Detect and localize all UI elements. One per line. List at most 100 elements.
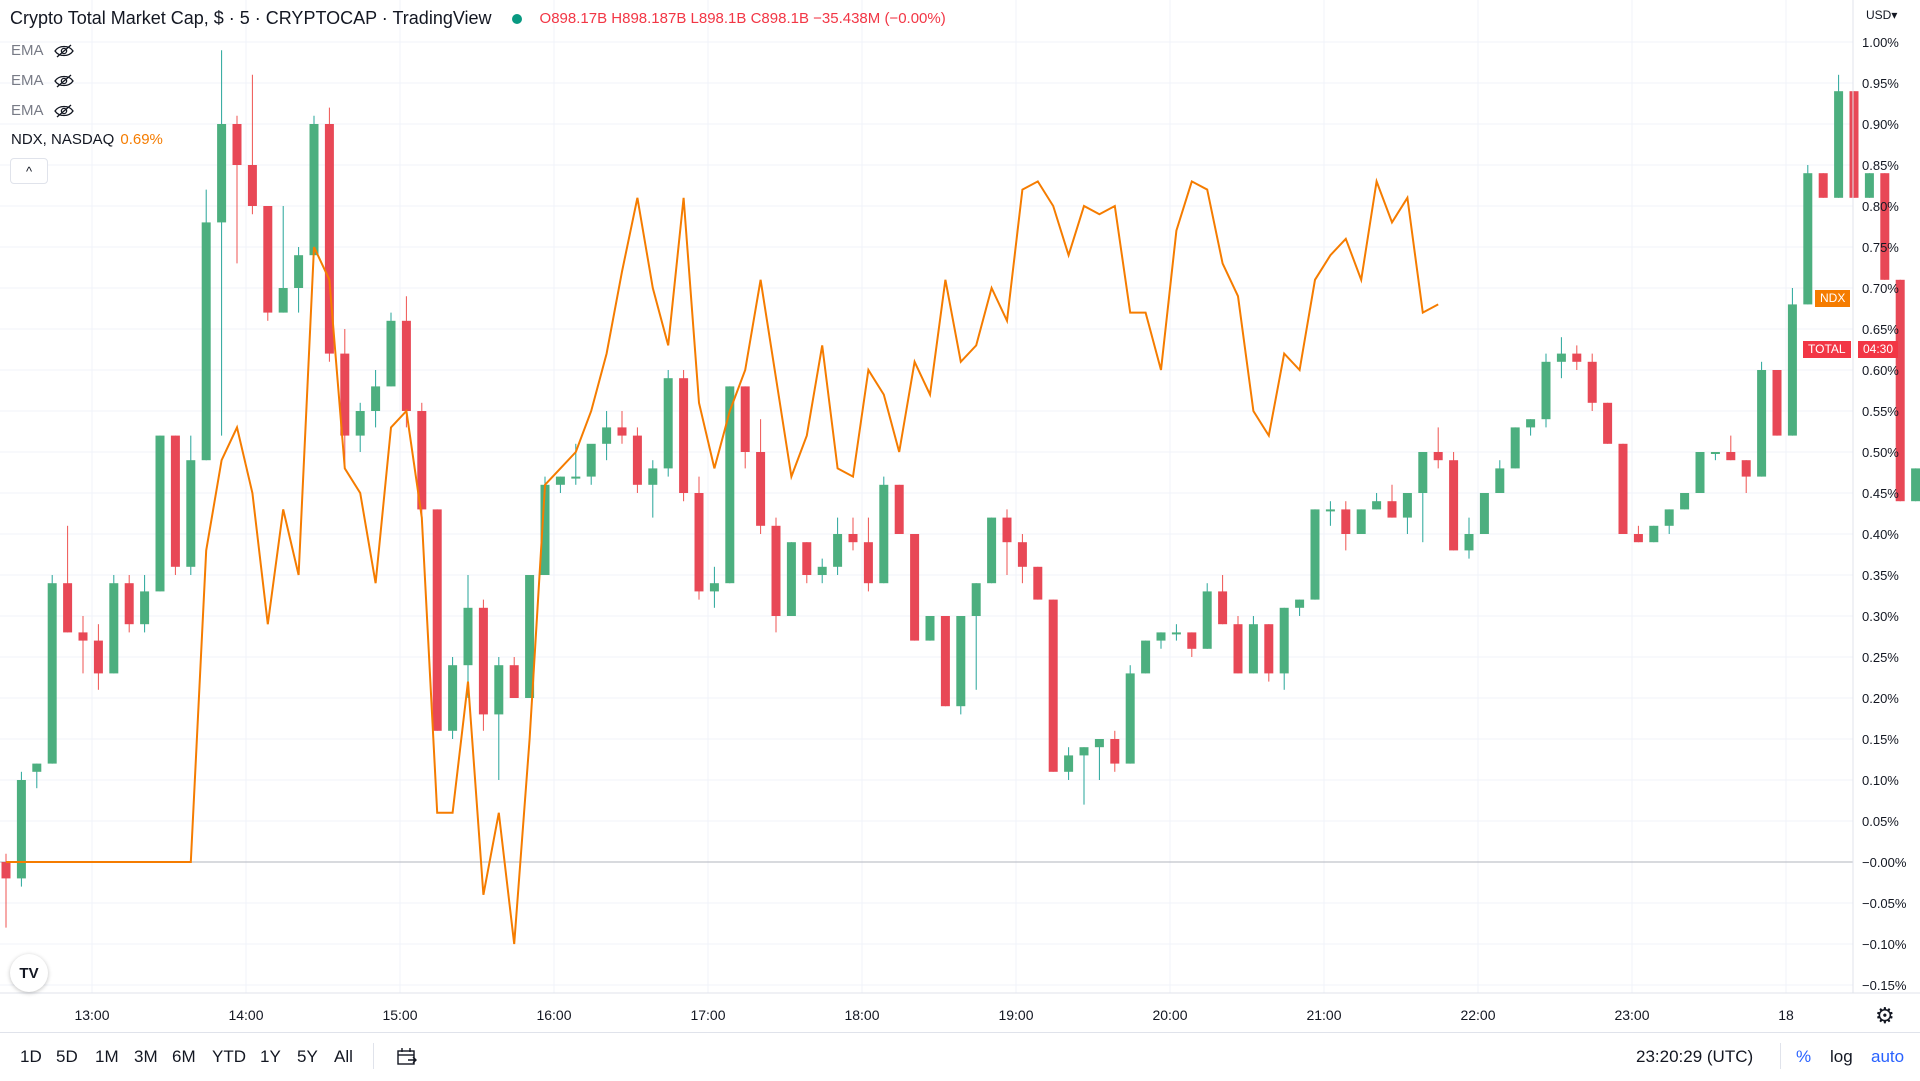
ema-label: EMA [11,72,44,89]
candle-body [140,591,149,624]
candle-up [1911,468,1920,501]
candle-body [879,485,888,583]
settings-gear-icon[interactable]: ⚙ [1875,1003,1895,1029]
candle-up [1372,493,1381,509]
time-tick-label: 19:00 [998,1007,1033,1023]
candle-body [972,583,981,616]
eye-hidden-icon[interactable] [54,104,74,118]
candle-down [1187,632,1196,657]
candle-body [1018,542,1027,567]
candle-down [1726,436,1735,461]
timeframe-1d[interactable]: 1D [20,1047,42,1067]
candle-up [1665,509,1674,534]
candle-body [1880,173,1889,280]
timeframe-all[interactable]: All [334,1047,353,1067]
candle-down [263,206,272,321]
calendar-range-icon[interactable] [396,1047,418,1067]
price-tick-label: 0.25% [1862,650,1899,665]
candle-up [1403,493,1412,534]
price-tick-label: 0.70% [1862,281,1899,296]
candle-body [1495,468,1504,493]
candle-up [787,542,796,616]
candle-up [140,575,149,632]
candle-down [1033,567,1042,600]
candle-down [1773,370,1782,436]
candle-down [1003,509,1012,575]
candle-body [1850,91,1859,198]
compare-symbol: NDX, NASDAQ [11,131,114,148]
percent-scale-toggle[interactable]: % [1796,1047,1811,1067]
candle-down [633,427,642,493]
candle-body [679,378,688,493]
candle-down [340,329,349,468]
candle-body [1680,493,1689,509]
candle-up [1095,739,1104,780]
candle-body [479,608,488,715]
candle-body [433,509,442,730]
symbol-title[interactable]: Crypto Total Market Cap, $ · 5 · CRYPTOC… [10,8,492,29]
timeframe-1y[interactable]: 1Y [260,1047,281,1067]
timeframe-ytd[interactable]: YTD [212,1047,246,1067]
candle-up [1511,427,1520,468]
open-label: O [540,10,552,27]
candle-down [695,477,704,600]
timeframe-6m[interactable]: 6M [172,1047,196,1067]
candle-body [171,436,180,567]
candle-up [1157,632,1166,648]
currency-label[interactable]: USD▾ [1866,8,1897,22]
tradingview-logo[interactable]: TV [10,954,48,992]
candle-up [1480,493,1489,534]
price-tick-label: 0.80% [1862,199,1899,214]
eye-hidden-icon[interactable] [54,74,74,88]
candle-down [1264,624,1273,681]
candle-down [802,542,811,583]
price-tick-label: 0.85% [1862,158,1899,173]
candle-body [63,583,72,632]
candle-body [1311,509,1320,599]
collapse-legend-button[interactable]: ^ [10,158,48,184]
candle-up [1249,616,1258,673]
time-tick-label: 18 [1778,1007,1794,1023]
candle-body [1726,452,1735,460]
candle-down [1603,403,1612,444]
candle-up [32,764,41,789]
candle-up [494,657,503,780]
candle-body [1803,173,1812,304]
close-value: 898.1B [761,10,809,27]
candle-up [17,772,26,887]
log-scale-toggle[interactable]: log [1830,1047,1853,1067]
candle-body [1218,591,1227,624]
utc-clock[interactable]: 23:20:29 (UTC) [1636,1047,1753,1067]
candle-down [1572,345,1581,370]
price-tick-label: 0.50% [1862,445,1899,460]
candle-body [125,583,134,624]
timeframe-1m[interactable]: 1M [95,1047,119,1067]
indicator-ema-3[interactable]: EMA [11,102,74,119]
price-tick-label: 0.75% [1862,240,1899,255]
candle-body [1418,452,1427,493]
indicator-ema-2[interactable]: EMA [11,72,74,89]
timeframe-5y[interactable]: 5Y [297,1047,318,1067]
candle-body [1249,624,1258,673]
candle-body [571,477,580,479]
candle-up [1865,173,1874,198]
candle-body [310,124,319,255]
eye-hidden-icon[interactable] [54,44,74,58]
candle-body [156,436,165,592]
timeframe-5d[interactable]: 5D [56,1047,78,1067]
candle-body [248,165,257,206]
candle-up [356,403,365,452]
timeframe-3m[interactable]: 3M [134,1047,158,1067]
auto-scale-toggle[interactable]: auto [1871,1047,1904,1067]
candle-up [1080,747,1089,804]
candle-down [895,485,904,534]
candle-body [494,665,503,714]
candle-body [371,386,380,411]
candle-up [1557,337,1566,378]
candle-body [1572,354,1581,362]
price-tick-label: 0.65% [1862,322,1899,337]
indicator-ema-1[interactable]: EMA [11,42,74,59]
